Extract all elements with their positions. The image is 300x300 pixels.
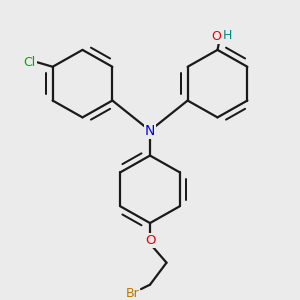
Text: N: N bbox=[145, 124, 155, 138]
Text: O: O bbox=[145, 234, 155, 247]
Text: Br: Br bbox=[126, 287, 140, 300]
Text: Cl: Cl bbox=[23, 56, 36, 69]
Text: H: H bbox=[223, 29, 232, 42]
Text: O: O bbox=[212, 30, 221, 43]
